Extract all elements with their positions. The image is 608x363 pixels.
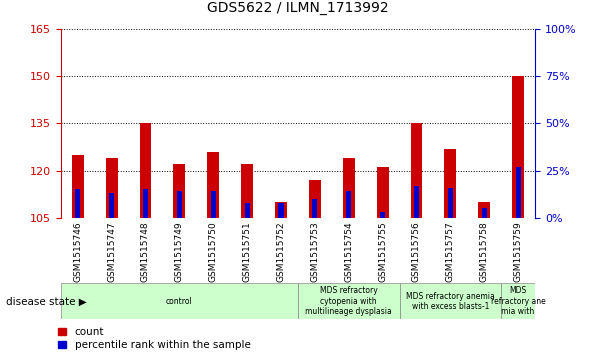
Bar bbox=[241, 164, 253, 218]
Text: GSM1515756: GSM1515756 bbox=[412, 221, 421, 282]
Text: MDS refractory anemia
with excess blasts-1: MDS refractory anemia with excess blasts… bbox=[406, 291, 495, 311]
Text: GSM1515759: GSM1515759 bbox=[514, 221, 523, 282]
Bar bbox=[177, 191, 182, 218]
Text: GSM1515747: GSM1515747 bbox=[107, 221, 116, 282]
Text: GSM1515753: GSM1515753 bbox=[310, 221, 319, 282]
Bar bbox=[211, 191, 216, 218]
Text: GSM1515757: GSM1515757 bbox=[446, 221, 455, 282]
Text: MDS
refractory ane
mia with: MDS refractory ane mia with bbox=[491, 286, 545, 316]
Legend: count, percentile rank within the sample: count, percentile rank within the sample bbox=[54, 323, 255, 354]
Bar bbox=[278, 203, 283, 218]
Bar bbox=[313, 199, 317, 218]
Text: GSM1515750: GSM1515750 bbox=[209, 221, 218, 282]
Bar bbox=[444, 148, 456, 218]
Text: control: control bbox=[166, 297, 193, 306]
Bar bbox=[61, 283, 298, 319]
Bar bbox=[414, 186, 419, 218]
Bar bbox=[298, 283, 399, 319]
Bar bbox=[448, 188, 453, 218]
Bar bbox=[309, 180, 321, 218]
Bar bbox=[482, 208, 487, 218]
Bar bbox=[410, 123, 423, 218]
Text: GSM1515746: GSM1515746 bbox=[73, 221, 82, 282]
Bar bbox=[106, 158, 117, 218]
Bar bbox=[140, 123, 151, 218]
Text: GSM1515755: GSM1515755 bbox=[378, 221, 387, 282]
Bar bbox=[275, 202, 287, 218]
Text: MDS refractory
cytopenia with
multilineage dysplasia: MDS refractory cytopenia with multilinea… bbox=[305, 286, 392, 316]
Text: GSM1515749: GSM1515749 bbox=[175, 221, 184, 282]
Text: GSM1515758: GSM1515758 bbox=[480, 221, 489, 282]
Bar bbox=[380, 212, 385, 218]
Bar bbox=[516, 167, 520, 218]
Bar bbox=[501, 283, 535, 319]
Text: GSM1515748: GSM1515748 bbox=[141, 221, 150, 282]
Bar bbox=[512, 76, 524, 218]
Text: disease state ▶: disease state ▶ bbox=[6, 296, 87, 306]
Bar bbox=[109, 193, 114, 218]
Bar bbox=[478, 202, 490, 218]
Bar bbox=[143, 189, 148, 218]
Text: GSM1515752: GSM1515752 bbox=[277, 221, 286, 282]
Bar bbox=[173, 164, 185, 218]
Bar bbox=[346, 191, 351, 218]
Bar bbox=[399, 283, 501, 319]
Bar bbox=[377, 167, 389, 218]
Text: GSM1515754: GSM1515754 bbox=[344, 221, 353, 282]
Text: GDS5622 / ILMN_1713992: GDS5622 / ILMN_1713992 bbox=[207, 0, 389, 15]
Bar bbox=[72, 155, 84, 218]
Bar bbox=[343, 158, 354, 218]
Text: GSM1515751: GSM1515751 bbox=[243, 221, 252, 282]
Bar bbox=[244, 203, 250, 218]
Bar bbox=[207, 152, 219, 218]
Bar bbox=[75, 189, 80, 218]
